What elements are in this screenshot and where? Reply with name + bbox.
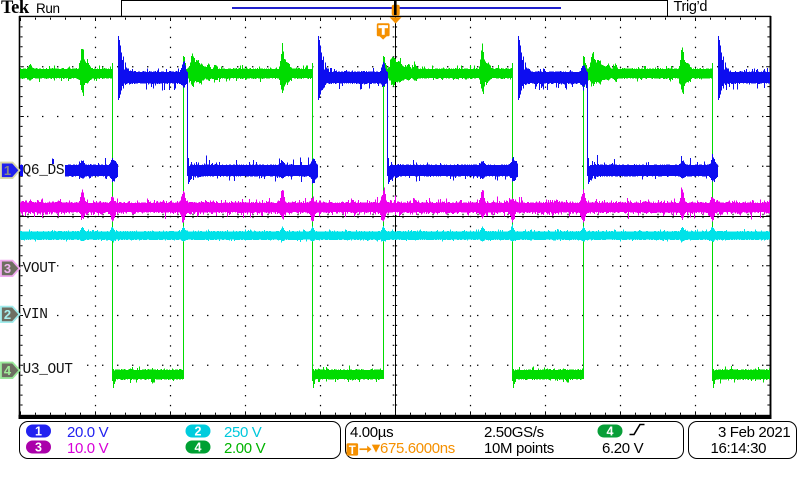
svg-text:3: 3 [35,441,42,455]
svg-text:4: 4 [4,363,12,378]
svg-text:2: 2 [4,307,11,322]
svg-text:1: 1 [4,163,11,178]
svg-text:2: 2 [195,425,202,439]
svg-text:T: T [349,445,356,457]
svg-text:3: 3 [4,261,11,276]
svg-text:1: 1 [35,425,42,439]
svg-text:4: 4 [607,425,614,439]
svg-text:4: 4 [195,441,202,455]
